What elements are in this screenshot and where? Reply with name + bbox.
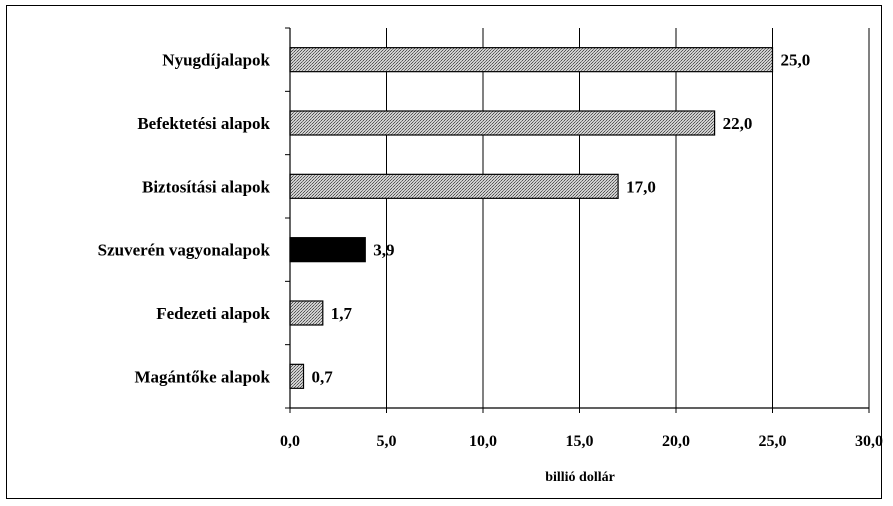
value-label: 17,0 [626, 177, 656, 196]
x-tick-label: 15,0 [566, 433, 594, 450]
labels: 25,0 Nyugdíjalapok 22,0 Befektetési alapok 1… [98, 51, 883, 450]
x-tick-label: 20,0 [662, 433, 690, 450]
value-label: 25,0 [781, 51, 811, 70]
x-tick-label: 25,0 [759, 433, 787, 450]
bar [289, 173, 619, 199]
axes [285, 27, 870, 413]
value-label: 1,7 [331, 304, 353, 323]
value-label: 0,7 [312, 367, 334, 386]
value-label: 3,9 [373, 241, 394, 260]
category-label: Nyugdíjalapok [162, 51, 270, 70]
x-tick-label: 30,0 [855, 433, 883, 450]
gridlines [386, 28, 870, 408]
category-label: Szuverén vagyonalapok [98, 241, 271, 260]
bars [289, 47, 774, 389]
value-label: 22,0 [723, 114, 753, 133]
category-label: Magántőke alapok [134, 367, 270, 386]
category-label: Befektetési alapok [137, 114, 270, 133]
chart-frame [6, 5, 882, 499]
x-tick-label: 5,0 [377, 433, 397, 450]
category-label: Biztosítási alapok [142, 177, 271, 196]
bar [289, 47, 774, 73]
x-axis-title: billió dollár [545, 470, 615, 485]
x-tick-label: 10,0 [469, 433, 497, 450]
x-tick-label: 0,0 [280, 433, 300, 450]
bar [289, 237, 366, 263]
bar [289, 300, 324, 326]
bar [289, 363, 305, 389]
bar [289, 110, 716, 136]
category-label: Fedezeti alapok [156, 304, 270, 323]
